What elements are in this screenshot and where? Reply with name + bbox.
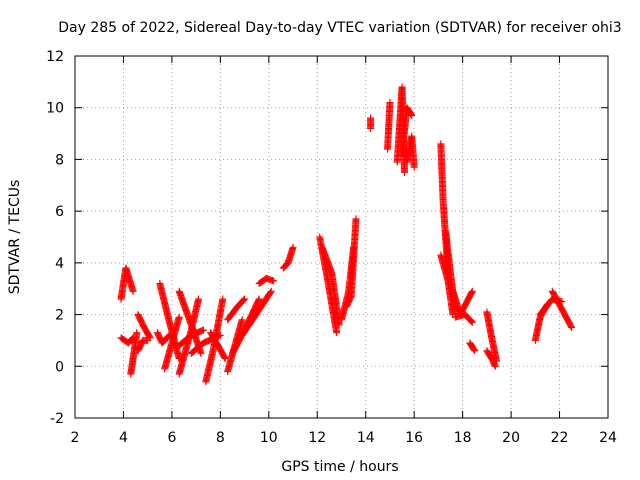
data-point xyxy=(175,313,183,321)
data-point xyxy=(568,324,576,331)
data-point xyxy=(400,168,408,176)
x-tick-label: 10 xyxy=(260,430,278,446)
chart-title: Day 285 of 2022, Sidereal Day-to-day VTE… xyxy=(58,20,621,36)
x-tick-label: 22 xyxy=(551,430,569,446)
y-axis-label: SDTVAR / TECUs xyxy=(7,180,23,295)
data-point xyxy=(408,111,416,119)
y-tick-label: 6 xyxy=(55,204,64,220)
y-tick-label: 0 xyxy=(55,359,64,375)
data-point xyxy=(240,296,248,304)
grid-lines xyxy=(75,56,608,418)
data-point xyxy=(352,215,360,223)
data-point xyxy=(238,316,246,324)
data-point xyxy=(219,295,227,303)
data-points xyxy=(117,83,576,386)
y-tick-label: 8 xyxy=(55,152,64,168)
x-tick-label: 6 xyxy=(167,430,176,446)
data-point xyxy=(468,287,476,295)
data-point xyxy=(410,163,418,171)
data-point xyxy=(468,318,476,326)
plot-frame xyxy=(74,55,609,419)
x-tick-label: 14 xyxy=(357,430,375,446)
axis-ticks xyxy=(74,55,609,419)
x-tick-label: 16 xyxy=(405,430,423,446)
data-point xyxy=(471,347,479,355)
data-point xyxy=(195,295,203,303)
y-tick-label: -2 xyxy=(50,411,64,427)
data-point xyxy=(333,329,341,337)
data-point xyxy=(241,295,249,303)
data-point xyxy=(386,99,394,107)
y-tick-labels: -2 0 2 4 6 8 10 12 xyxy=(46,49,64,427)
y-tick-label: 2 xyxy=(55,308,64,324)
data-point xyxy=(270,277,278,285)
data-point xyxy=(267,287,275,295)
x-tick-label: 4 xyxy=(119,430,128,446)
data-point xyxy=(467,317,475,325)
data-point xyxy=(335,321,343,329)
data-point xyxy=(470,346,478,354)
data-point xyxy=(267,288,275,296)
data-point xyxy=(367,124,375,132)
data-point xyxy=(133,329,141,337)
x-tick-labels: 2 4 6 8 10 12 14 16 18 20 22 24 xyxy=(71,430,617,446)
x-axis-label: GPS time / hours xyxy=(281,459,398,475)
data-point xyxy=(239,297,247,305)
data-point xyxy=(468,288,476,296)
x-tick-label: 20 xyxy=(502,430,520,446)
data-point xyxy=(289,243,297,251)
data-point xyxy=(129,287,137,295)
x-tick-label: 8 xyxy=(216,430,225,446)
x-tick-label: 2 xyxy=(71,430,80,446)
data-point xyxy=(221,355,229,363)
data-point xyxy=(468,317,476,325)
y-tick-label: 10 xyxy=(46,101,64,117)
data-point xyxy=(199,326,207,334)
data-point xyxy=(145,333,153,341)
x-tick-label: 12 xyxy=(308,430,326,446)
x-tick-label: 18 xyxy=(454,430,472,446)
data-point xyxy=(221,353,229,361)
data-point xyxy=(491,362,499,370)
data-point xyxy=(255,295,263,303)
data-point xyxy=(144,336,152,344)
x-tick-label: 24 xyxy=(599,430,617,446)
y-tick-label: 12 xyxy=(46,49,64,65)
y-tick-label: 4 xyxy=(55,256,64,272)
data-point xyxy=(407,111,415,119)
data-point xyxy=(197,349,205,357)
data-point xyxy=(567,322,575,330)
